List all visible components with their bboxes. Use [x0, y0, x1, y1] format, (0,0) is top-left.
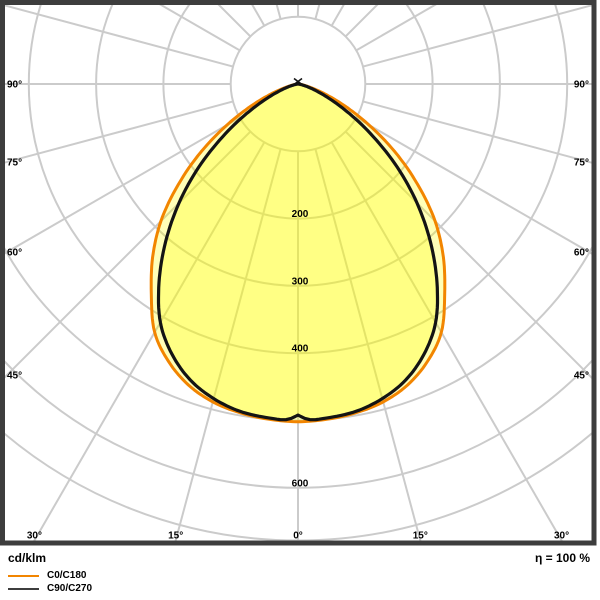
angle-label-45-left: 45°: [7, 371, 22, 382]
efficiency-label: η = 100 %: [534, 551, 590, 565]
legend-item-c90-c270: C90/C270: [8, 582, 92, 595]
grid-ray-255: [5, 5, 234, 68]
legend-item-c0-c180: C0/C180: [8, 569, 92, 582]
grid-ray-345: [174, 148, 282, 541]
legend: C0/C180 C90/C270: [8, 569, 92, 595]
angle-label-90-left: 90°: [7, 80, 22, 91]
grid-ray-105: [362, 5, 592, 68]
units-label: cd/klm: [8, 551, 47, 565]
polar-light-distribution-chart: 200 300 400 600 0° 15° 15° 30° 30° 45° 45° 60° 60° 75…: [0, 0, 597, 546]
legend-line-c0-c180-icon: [8, 574, 39, 577]
grid-ray-15: [314, 148, 422, 541]
angle-label-75-left: 75°: [7, 157, 22, 168]
axis-labels: 200 300 400 600 0° 15° 15° 30° 30° 45° 45° 60° 60° 75…: [7, 80, 589, 542]
angle-label-60-left: 60°: [7, 248, 22, 259]
angle-label-60-right: 60°: [574, 248, 589, 259]
beam-fill-layer: [151, 84, 445, 422]
curve-c0-c180: [149, 82, 447, 424]
radial-tick-label-200: 200: [292, 209, 309, 220]
curves-layer: [149, 82, 447, 424]
angle-label-75-right: 75°: [574, 157, 589, 168]
center-x-marker: [293, 77, 303, 86]
legend-label-c0-c180: C0/C180: [47, 570, 87, 581]
radial-tick-label-300: 300: [292, 276, 309, 287]
beam-fill-c90-c270: [158, 84, 438, 420]
chart-frame: [0, 0, 597, 546]
angle-label-15-left: 15°: [168, 531, 183, 542]
curve-c90-c270: [156, 82, 440, 422]
grid-ray-60: [355, 116, 592, 255]
radial-tick-label-400: 400: [292, 344, 309, 355]
grid-ray-30: [330, 141, 563, 541]
radial-tick-label-600: 600: [292, 478, 309, 489]
grid-ray-330: [33, 141, 266, 541]
legend-line-c90-c270-icon: [8, 587, 39, 590]
angle-label-0-bottom: 0°: [293, 531, 303, 542]
grid-ray-285: [5, 100, 234, 164]
angle-label-30-left: 30°: [27, 531, 42, 542]
grid-ray-75: [362, 100, 592, 164]
angle-label-30-right: 30°: [554, 531, 569, 542]
angle-label-15-right: 15°: [413, 531, 428, 542]
grid-ray-300: [5, 116, 241, 255]
beam-fill-c0-c180: [151, 84, 445, 422]
angle-label-45-right: 45°: [574, 371, 589, 382]
legend-label-c90-c270: C90/C270: [47, 583, 93, 594]
angle-label-90-right: 90°: [574, 80, 589, 91]
